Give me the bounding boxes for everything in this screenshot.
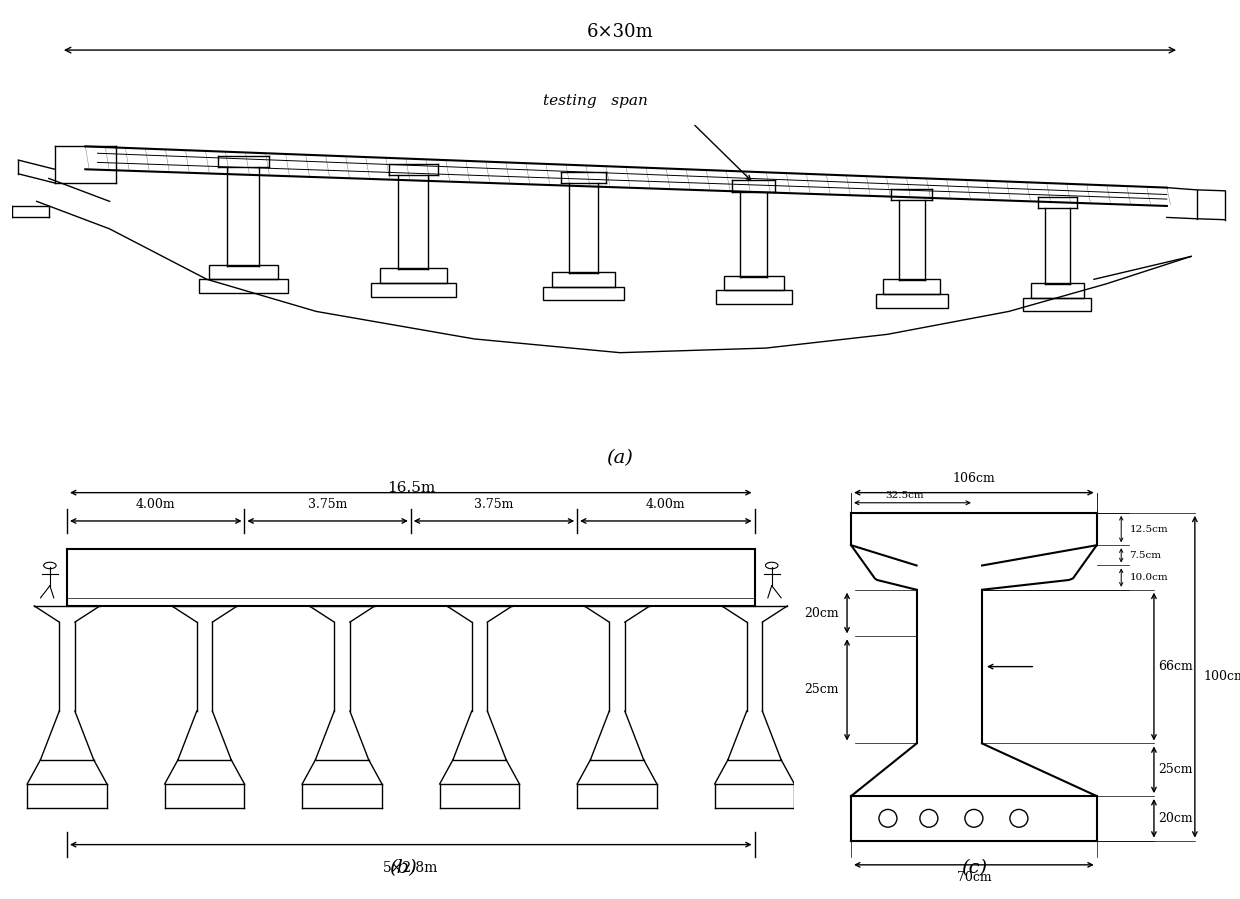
Text: 106cm: 106cm xyxy=(952,472,996,485)
Text: 16.5m: 16.5m xyxy=(387,480,435,494)
Text: 20cm: 20cm xyxy=(1158,812,1193,824)
Bar xyxy=(724,276,784,290)
Text: 100cm: 100cm xyxy=(1203,671,1240,683)
Text: 3.75m: 3.75m xyxy=(474,498,513,512)
Text: (a): (a) xyxy=(606,450,634,467)
Text: 32.5cm: 32.5cm xyxy=(885,491,924,500)
Text: (b): (b) xyxy=(389,859,417,877)
Text: 66cm: 66cm xyxy=(1158,660,1193,673)
Bar xyxy=(208,264,278,280)
Bar xyxy=(1030,283,1084,298)
Text: 25cm: 25cm xyxy=(805,683,839,697)
Bar xyxy=(552,272,615,287)
Text: 5×2.8m: 5×2.8m xyxy=(383,861,439,875)
Bar xyxy=(200,280,288,293)
Text: 3.75m: 3.75m xyxy=(308,498,347,512)
Bar xyxy=(883,280,940,294)
Text: 4.00m: 4.00m xyxy=(136,498,176,512)
Text: 4.00m: 4.00m xyxy=(646,498,686,512)
Bar xyxy=(381,268,446,283)
Text: 20cm: 20cm xyxy=(805,607,839,619)
Text: 10.0cm: 10.0cm xyxy=(1130,573,1168,583)
Text: (c): (c) xyxy=(961,859,987,877)
Bar xyxy=(371,283,455,297)
Bar xyxy=(875,294,947,307)
Text: 12.5cm: 12.5cm xyxy=(1130,524,1168,534)
Text: 70cm: 70cm xyxy=(956,871,991,884)
Bar xyxy=(543,287,624,300)
Bar xyxy=(715,290,792,304)
Text: testing   span: testing span xyxy=(543,93,649,108)
Bar xyxy=(1023,298,1091,311)
Text: 25cm: 25cm xyxy=(1158,763,1193,776)
Text: 6×30m: 6×30m xyxy=(587,22,653,40)
Text: 7.5cm: 7.5cm xyxy=(1130,551,1162,560)
